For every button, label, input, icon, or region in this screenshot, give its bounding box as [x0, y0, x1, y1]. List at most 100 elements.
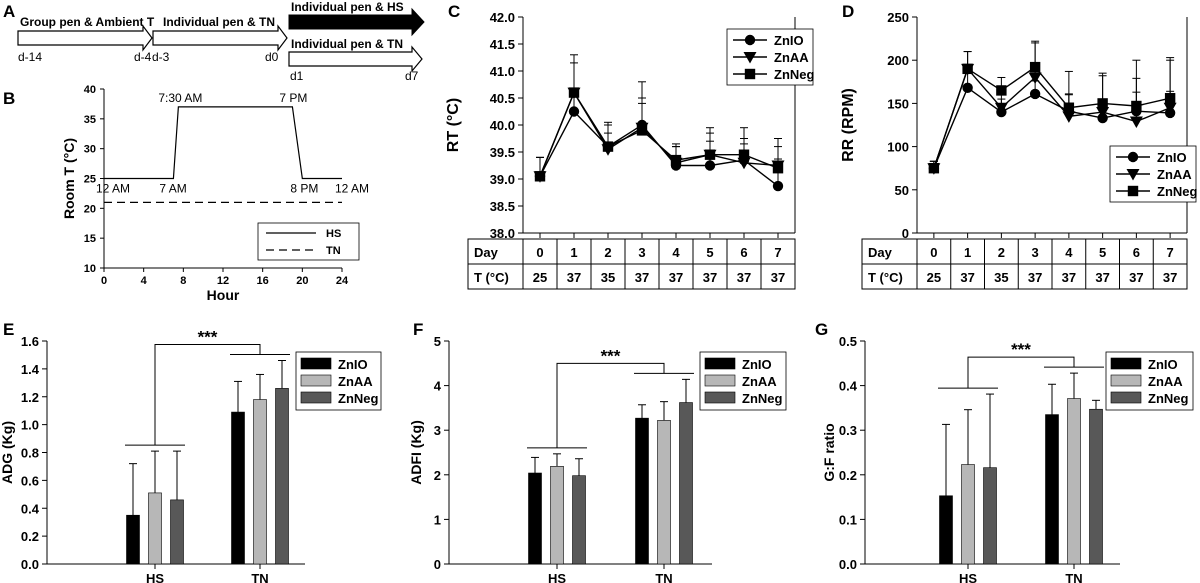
bar-znneg	[1089, 408, 1103, 565]
x-category-label: HS	[548, 571, 566, 583]
panel-g-gf-ratio: G 0.0 0.1 0.2 0.3 0.4 0.5 G:F ratio HS TN *** ZnIO…	[815, 320, 1194, 583]
bar-znneg	[983, 467, 997, 565]
marker-znneg	[1097, 98, 1108, 109]
table-day-cell: 4	[672, 245, 680, 260]
y-tick-label: 0.1	[839, 512, 857, 527]
series-line-znaa	[933, 67, 1171, 169]
x-tick-label-b: 24	[336, 275, 349, 287]
bar-znio	[126, 514, 140, 565]
legend-marker-znio	[744, 34, 756, 46]
legend-marker-znneg	[744, 68, 756, 80]
marker-znaa	[1062, 111, 1076, 123]
y-tick-label: 39.0	[490, 172, 515, 187]
table-temp-cell: 37	[1163, 270, 1177, 285]
annotation-730am: 7:30 AM	[158, 91, 202, 105]
stage1-label: Group pen & Ambient T	[20, 15, 155, 29]
legend-marker-znio	[1127, 151, 1139, 163]
legend-swatch-znio	[300, 357, 332, 370]
legend-label-tn: TN	[326, 245, 341, 257]
day-d-14: d-14	[18, 50, 42, 64]
stage3-tn-arrow	[288, 45, 423, 73]
legend-label-znaa: ZnAA	[338, 374, 373, 389]
legend-swatch-znneg	[1110, 391, 1142, 404]
legend-label-znio: ZnIO	[1148, 357, 1178, 372]
table-row1-label: Day	[474, 245, 499, 260]
x-category-label: HS	[146, 571, 164, 583]
y-tick-label: 40.0	[490, 118, 515, 133]
y-axis-title-c: RT (°C)	[445, 98, 462, 152]
bar-znaa	[961, 464, 975, 565]
panel-label-a: A	[3, 2, 15, 21]
table-day-cell: 4	[1065, 245, 1073, 260]
legend-b	[257, 222, 360, 261]
table-temp-cell: 25	[927, 270, 941, 285]
marker-znaa	[1028, 72, 1042, 84]
significance-stars: ***	[1011, 340, 1031, 359]
x-tick-label-b: 16	[257, 275, 269, 287]
y-tick-label: 1.0	[21, 418, 39, 433]
y-axis-title-e: ADG (Kg)	[0, 421, 15, 484]
marker-znneg	[704, 149, 716, 160]
table-day-cell: 0	[536, 245, 543, 260]
legend-label-znaa: ZnAA	[742, 374, 777, 389]
y-tick-label: 38.0	[490, 226, 515, 241]
y-tick-label: 38.5	[490, 199, 515, 214]
x-category-label: TN	[251, 571, 268, 583]
y-tick-label: 0.3	[839, 423, 857, 438]
y-tick-label: 0.6	[21, 473, 39, 488]
y-tick-label: 250	[887, 10, 909, 25]
bar-znaa	[1067, 398, 1081, 565]
marker-znneg	[1131, 100, 1142, 112]
legend-marker-znneg	[1127, 185, 1139, 197]
marker-znneg	[1063, 102, 1075, 113]
bar-znaa	[550, 466, 564, 565]
marker-znio	[962, 82, 973, 94]
day-d-4: d-4	[134, 50, 152, 64]
table-temp-cell: 37	[703, 270, 717, 285]
y-tick-label: 50	[895, 183, 909, 198]
marker-znneg	[996, 85, 1007, 96]
x-category-label: TN	[1065, 571, 1082, 583]
annotation-12am-end: 12 AM	[335, 182, 369, 196]
marker-znio	[568, 106, 580, 117]
legend-label-znneg: ZnNeg	[742, 391, 783, 406]
table-temp-cell: 37	[635, 270, 649, 285]
y-tick-label: 40.5	[490, 91, 515, 106]
legend-label-znaa: ZnAA	[1148, 374, 1183, 389]
y-tick-label: 200	[887, 53, 909, 68]
marker-znaa	[994, 102, 1008, 115]
y-tick-label: 0	[902, 226, 909, 241]
marker-znio	[772, 180, 784, 192]
y-tick-label: 5	[434, 334, 441, 349]
legend-marker-znaa	[1126, 169, 1140, 181]
bar-znaa	[657, 420, 671, 565]
legend-label-znio: ZnIO	[742, 357, 772, 372]
y-tick-label: 1.4	[21, 362, 40, 377]
legend-swatch-znneg	[704, 391, 736, 404]
marker-znneg	[928, 163, 940, 174]
y-tick-label-b: 30	[84, 144, 96, 156]
marker-znneg	[738, 149, 750, 160]
stage3-hs-arrow	[288, 7, 425, 37]
legend-swatch-znaa	[1110, 374, 1142, 387]
panel-f-adfi: F 0 1 2 3 4 5 ADFI (Kg) HS TN *** ZnIO ZnAA ZnNeg	[408, 320, 787, 583]
y-tick-label: 1.2	[21, 390, 39, 405]
marker-znneg	[670, 154, 682, 166]
y-tick-label: 0.2	[21, 529, 39, 544]
table-temp-cell: 37	[1028, 270, 1042, 285]
table-temp-cell: 35	[601, 270, 615, 285]
stage3-hs-label: Individual pen & HS	[291, 0, 404, 14]
y-tick-label: 42.0	[490, 10, 515, 25]
annotation-7am: 7 AM	[159, 182, 186, 196]
y-tick-label: 1	[434, 512, 441, 527]
table-temp-cell: 37	[737, 270, 751, 285]
day-d7: d7	[405, 69, 419, 83]
x-tick-label-b: 8	[180, 275, 186, 287]
table-day-cell: 1	[570, 245, 577, 260]
table-day-cell: 7	[1167, 245, 1174, 260]
stage1-arrow	[17, 24, 153, 52]
table-temp-cell: 25	[533, 270, 547, 285]
marker-znaa	[1096, 107, 1110, 119]
y-tick-label: 2	[434, 468, 441, 483]
